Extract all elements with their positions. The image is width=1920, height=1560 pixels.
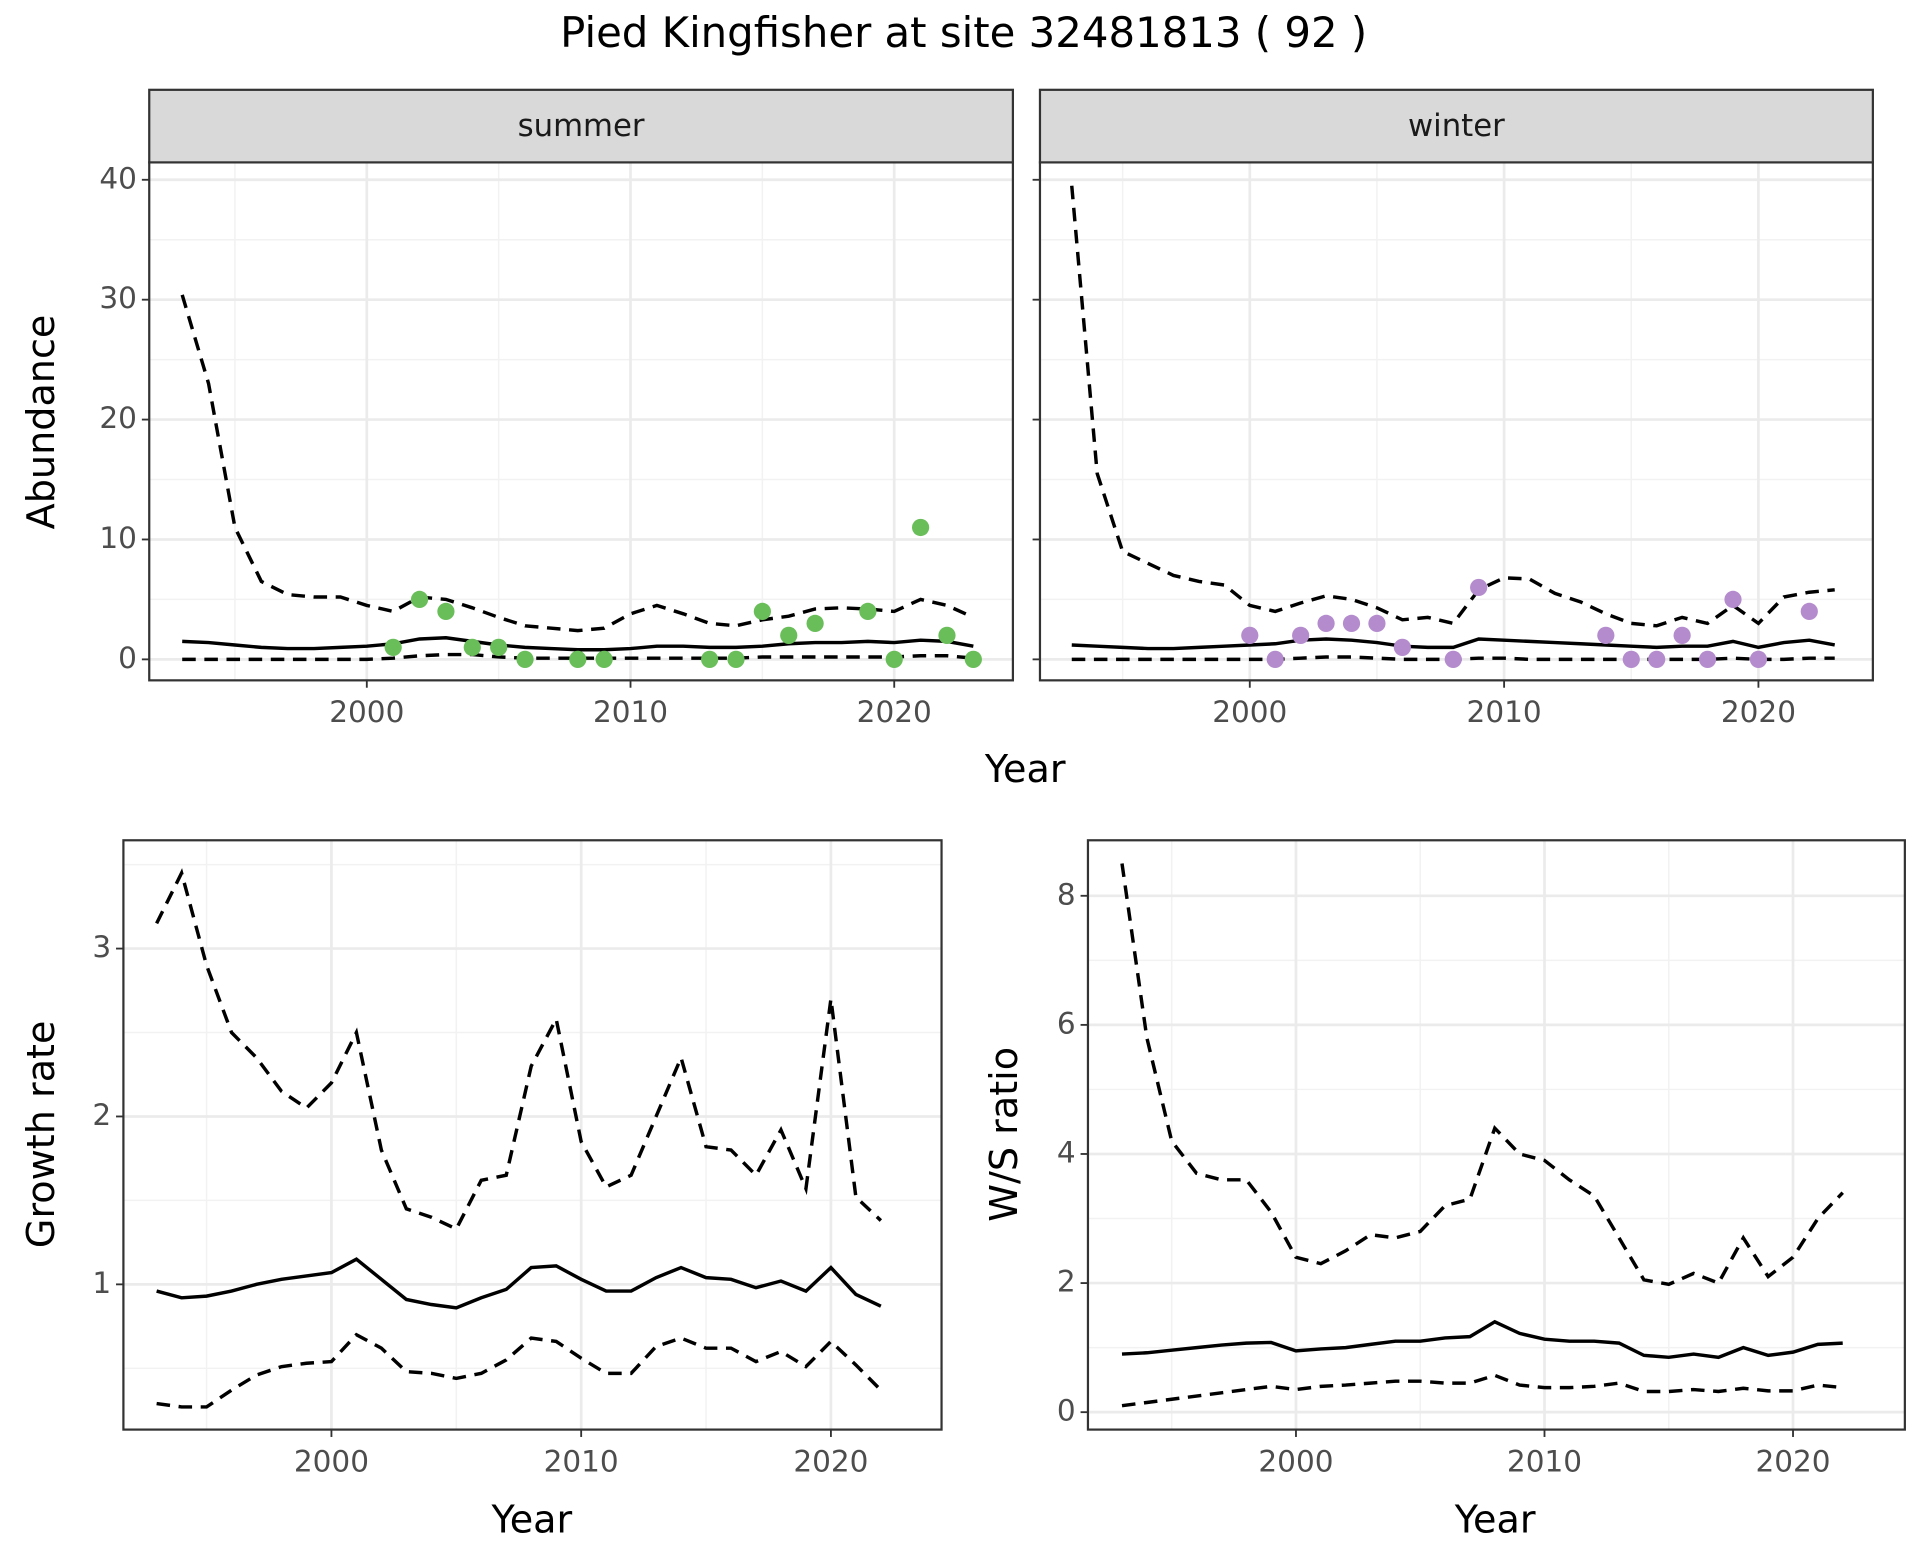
y-tick-label: 0: [1057, 1394, 1076, 1428]
x-tick-label: 2020: [1721, 695, 1796, 729]
y-tick-label: 30: [99, 281, 137, 315]
x-tick-label: 2010: [544, 1444, 619, 1478]
count-point: [1749, 650, 1768, 668]
y-tick-label: 3: [92, 930, 111, 964]
interval-line: [156, 1332, 883, 1409]
count-point: [1648, 650, 1666, 668]
x-tick-label: 2010: [1467, 695, 1542, 729]
y-tick-label: 2: [1057, 1265, 1076, 1299]
x-tick-label: 2010: [1507, 1444, 1582, 1478]
count-point: [1597, 626, 1615, 644]
y-tick-label: 4: [1057, 1135, 1076, 1169]
count-point: [410, 590, 429, 609]
count-point: [463, 638, 481, 656]
y-tick-label: 1: [92, 1266, 111, 1300]
y-tick-label: 6: [1057, 1006, 1076, 1040]
count-point: [1292, 626, 1310, 644]
count-point: [1470, 578, 1488, 597]
count-point: [1266, 650, 1284, 668]
count-point: [1724, 590, 1742, 609]
count-point: [516, 650, 534, 668]
y-tick-label: 8: [1057, 877, 1076, 911]
panel-border: [1086, 839, 1906, 1431]
interval-line: [1070, 185, 1835, 628]
x-axis-label: Year: [491, 1497, 573, 1541]
estimate-line: [1071, 637, 1836, 651]
y-axis-label: W/S ratio: [982, 1047, 1026, 1222]
count-point: [437, 602, 455, 621]
x-tick-label: 2020: [793, 1444, 868, 1478]
interval-line: [180, 294, 975, 633]
facet-strip: [148, 88, 1015, 164]
x-tick-label: 2020: [857, 695, 932, 729]
x-axis-label: Year: [1454, 1497, 1536, 1541]
x-tick-label: 2000: [294, 1444, 369, 1478]
count-point: [1444, 650, 1462, 668]
count-point: [490, 638, 508, 656]
x-tick-label: 2000: [1258, 1444, 1333, 1478]
estimate-line: [156, 1257, 882, 1310]
y-axis-label: Growth rate: [19, 1021, 63, 1249]
estimate-line: [1121, 1319, 1843, 1360]
estimate-line: [182, 636, 974, 652]
count-point: [701, 650, 719, 668]
y-axis-label: Abundance: [19, 315, 63, 530]
count-point: [1673, 626, 1691, 644]
panel-border: [122, 839, 943, 1431]
count-point: [1698, 650, 1717, 668]
x-tick-label: 2000: [1212, 695, 1287, 729]
count-point: [1317, 614, 1335, 633]
count-point: [1622, 650, 1640, 668]
x-axis-label: Year: [984, 747, 1066, 791]
count-point: [780, 626, 798, 644]
count-point: [384, 638, 402, 656]
x-tick-label: 2020: [1755, 1444, 1830, 1478]
count-point: [569, 650, 587, 668]
count-point: [885, 650, 903, 668]
count-point: [1342, 614, 1361, 633]
count-point: [1241, 626, 1259, 644]
count-point: [964, 650, 982, 668]
count-point: [1393, 638, 1411, 656]
facet-strip: [1038, 88, 1874, 164]
count-point: [911, 518, 930, 537]
x-tick-label: 2010: [593, 695, 668, 729]
y-tick-label: 40: [99, 161, 137, 195]
interval-line: [155, 868, 883, 1232]
facet-label: summer: [518, 108, 645, 144]
y-tick-label: 0: [118, 641, 137, 675]
count-point: [938, 626, 956, 644]
y-tick-label: 2: [92, 1098, 111, 1132]
facet-label: winter: [1408, 108, 1505, 144]
interval-line: [1120, 863, 1844, 1287]
count-point: [1368, 614, 1386, 633]
count-point: [595, 650, 613, 668]
interval-line: [1121, 1373, 1843, 1408]
count-point: [859, 602, 877, 621]
y-tick-label: 20: [99, 401, 137, 435]
y-tick-label: 10: [99, 521, 137, 555]
count-point: [1800, 602, 1818, 621]
x-tick-label: 2000: [329, 695, 404, 729]
count-point: [727, 650, 745, 668]
count-point: [753, 602, 771, 621]
figure-title: Pied Kingfisher at site 32481813 ( 92 ): [560, 8, 1367, 57]
count-point: [806, 614, 824, 633]
